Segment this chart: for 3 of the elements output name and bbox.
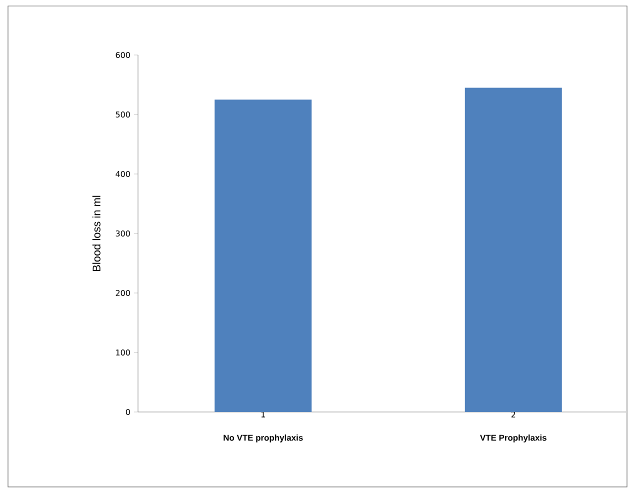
text: VTE Prophylaxis — [480, 434, 546, 442]
text: No VTE prophylaxis — [224, 434, 303, 442]
y-axis-title: Blood loss in ml — [92, 196, 100, 271]
